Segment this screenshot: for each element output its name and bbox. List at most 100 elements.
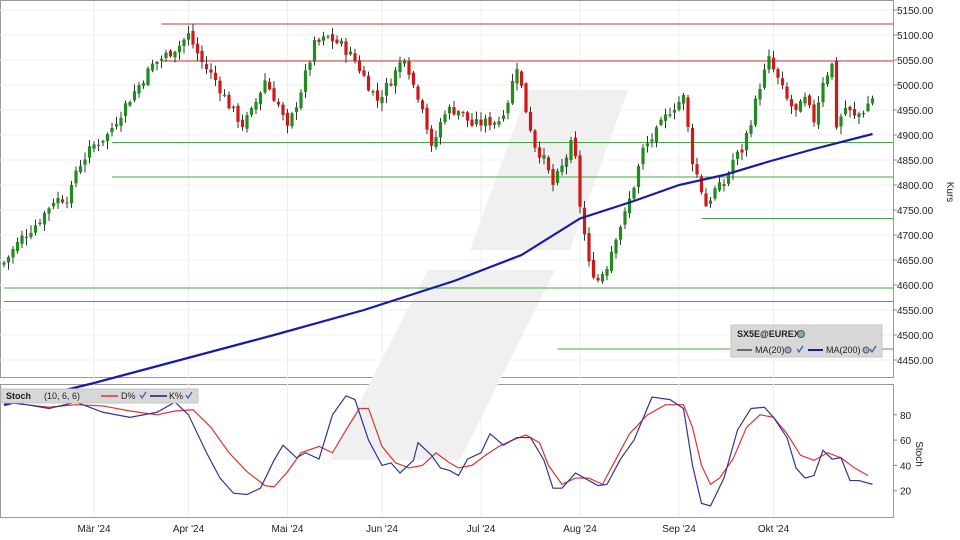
candle-up	[2, 262, 6, 265]
candle-up	[186, 33, 191, 40]
candle-down	[213, 72, 218, 80]
candle-up	[128, 101, 132, 106]
price-y-tick-label: 4650.00	[897, 256, 934, 267]
candle-up	[672, 110, 677, 113]
stoch-params: (10, 6, 6)	[44, 391, 80, 401]
candle-down	[587, 233, 591, 262]
candle-down	[479, 119, 483, 126]
candle-up	[137, 85, 141, 94]
candle-up	[114, 124, 119, 127]
chart-background	[0, 0, 894, 518]
candle-down	[236, 105, 240, 122]
candle-up	[560, 165, 564, 173]
candle-up	[141, 83, 146, 86]
candle-up	[182, 39, 186, 47]
candle-down	[596, 277, 600, 281]
candle-down	[785, 86, 789, 99]
candle-up	[380, 96, 384, 104]
candle-down	[470, 119, 474, 126]
price-y-tick-label: 4450.00	[897, 356, 934, 367]
stoch-k-label: K%	[169, 391, 183, 401]
legend-ma20-settings-icon[interactable]	[784, 346, 792, 354]
candle-up	[155, 61, 159, 65]
candle-up	[78, 166, 83, 172]
candle-up	[87, 146, 92, 158]
candle-down	[807, 95, 812, 106]
candle-up	[132, 91, 137, 101]
candle-up	[15, 242, 20, 252]
stoch-k-line	[3, 395, 873, 507]
candle-up	[641, 147, 645, 165]
candle-down	[389, 83, 393, 86]
candle-up	[92, 144, 96, 149]
candle-down	[546, 157, 551, 171]
candle-up	[393, 70, 398, 86]
candle-up	[830, 63, 834, 78]
candle-up	[483, 118, 488, 126]
candle-up	[506, 102, 510, 114]
candle-up	[767, 56, 771, 70]
candle-down	[686, 97, 690, 127]
legend-ma20-check-icon[interactable]	[796, 345, 804, 354]
candle-up	[744, 133, 749, 151]
candle-up	[177, 45, 182, 53]
candle-up	[803, 96, 807, 104]
candle-up	[294, 107, 299, 113]
legend-ma200-settings-icon[interactable]	[862, 346, 870, 354]
candle-up	[627, 198, 632, 214]
price-y-tick-label: 5100.00	[897, 31, 934, 42]
stoch-d-check-icon[interactable]	[139, 391, 147, 400]
candle-down	[591, 259, 596, 278]
candle-up	[515, 69, 519, 84]
candle-up	[735, 151, 740, 159]
candle-up	[726, 173, 731, 184]
candle-up	[56, 198, 60, 204]
candle-down	[848, 106, 852, 111]
candle-up	[542, 155, 546, 159]
candle-up	[69, 184, 74, 204]
candle-up	[758, 88, 762, 100]
candle-down	[168, 50, 173, 57]
candle-down	[272, 88, 276, 101]
candle-down	[578, 155, 582, 207]
legend-ma20-label: MA(20)	[755, 345, 785, 355]
candle-down	[330, 34, 335, 42]
candle-up	[312, 39, 317, 62]
price-y-tick-label: 4800.00	[897, 181, 934, 192]
stoch-k-check-icon[interactable]	[185, 391, 193, 400]
candle-up	[605, 268, 609, 276]
stoch-y-tick-label: 40	[900, 461, 912, 472]
candle-up	[101, 140, 105, 143]
candle-down	[317, 39, 321, 42]
candle-down	[452, 107, 456, 115]
candle-up	[825, 75, 830, 85]
legend-background	[730, 324, 883, 358]
candle-down	[191, 30, 195, 45]
candle-up	[497, 121, 501, 125]
candle-up	[492, 122, 497, 125]
stoch-legend-background	[0, 388, 199, 404]
candle-up	[222, 94, 227, 96]
candle-up	[645, 143, 650, 147]
candle-up	[249, 108, 254, 115]
candle-up	[96, 144, 101, 146]
candle-down	[416, 86, 420, 100]
price-y-tick-label: 4850.00	[897, 156, 934, 167]
candle-up	[501, 115, 506, 119]
candle-up	[123, 103, 128, 116]
candle-up	[663, 114, 668, 121]
candle-down	[812, 104, 816, 123]
x-tick-label: Sep '24	[662, 524, 696, 535]
candle-up	[843, 107, 848, 115]
candle-up	[623, 211, 627, 225]
legend-instrument-settings-icon[interactable]	[797, 330, 805, 338]
candle-down	[267, 81, 272, 90]
candle-down	[362, 70, 366, 76]
candle-up	[254, 101, 258, 110]
legend-ma200-check-icon[interactable]	[869, 345, 877, 354]
stoch-y-tick-label: 20	[900, 487, 912, 498]
candle-down	[425, 107, 429, 130]
price-y-tick-label: 4500.00	[897, 331, 934, 342]
x-tick-label: Mai '24	[272, 524, 304, 535]
